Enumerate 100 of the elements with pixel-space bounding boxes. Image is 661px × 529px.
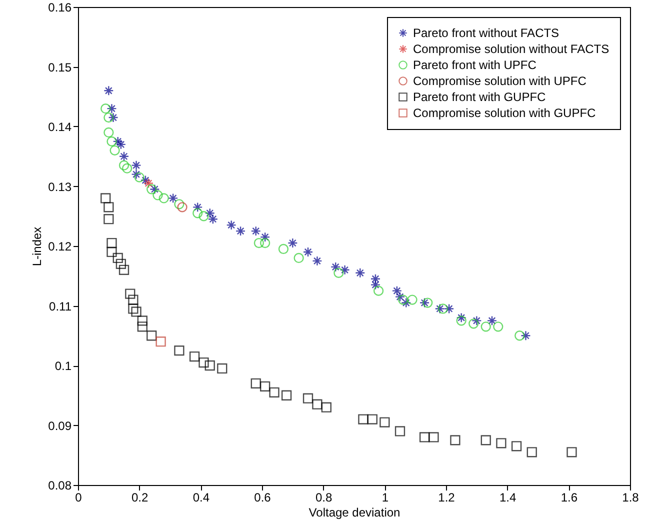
point: [131, 160, 142, 170]
point: [112, 252, 123, 264]
point: [131, 169, 142, 180]
point: [146, 184, 157, 194]
point: [118, 264, 130, 275]
point: [174, 199, 184, 210]
point: [480, 322, 491, 332]
point: [294, 252, 304, 264]
point: [112, 136, 123, 147]
point: [398, 294, 408, 305]
point: [367, 414, 378, 424]
x-tick-label: 1.2: [438, 490, 456, 504]
point: [110, 145, 120, 156]
point: [496, 438, 506, 448]
point: [106, 104, 117, 114]
point: [137, 322, 148, 332]
point: [177, 202, 188, 212]
point: [472, 316, 482, 326]
point: [373, 286, 384, 296]
point: [104, 127, 114, 138]
point: [428, 432, 439, 442]
point: [128, 304, 138, 314]
point: [260, 232, 270, 242]
point: [140, 175, 151, 186]
point: [204, 360, 215, 371]
x-tick-label: 1: [382, 490, 389, 504]
point: [146, 330, 157, 341]
y-tick-label: 0.11: [49, 299, 72, 314]
point: [355, 268, 366, 278]
point: [340, 264, 350, 275]
point: [192, 208, 203, 218]
point: [156, 336, 166, 347]
point: [108, 112, 118, 123]
point: [392, 286, 402, 296]
point: [116, 258, 126, 269]
point: [106, 136, 117, 146]
point: [208, 214, 218, 224]
point: [134, 172, 144, 182]
point: [281, 390, 292, 400]
point: [168, 193, 178, 204]
point: [100, 104, 111, 114]
point: [204, 208, 215, 218]
point: [106, 238, 117, 248]
point: [143, 178, 154, 188]
point: [334, 268, 344, 278]
point: [235, 226, 246, 236]
x-tick-label: 0.6: [254, 490, 272, 504]
x-axis-title: Voltage deviation: [308, 506, 400, 520]
point: [104, 202, 114, 212]
point: [520, 330, 531, 341]
point: [321, 402, 332, 412]
point: [480, 435, 491, 446]
y-tick-label: 0.09: [48, 418, 72, 433]
point: [419, 298, 430, 308]
point: [150, 184, 160, 194]
point: [419, 432, 430, 442]
point: [198, 211, 209, 222]
point: [104, 86, 114, 96]
point: [407, 294, 418, 305]
legend-label: Pareto front with UPFC: [413, 58, 537, 72]
point: [330, 262, 341, 272]
point: [125, 288, 136, 299]
point: [566, 447, 577, 458]
legend-label: Pareto front with GUPFC: [413, 90, 546, 104]
point: [118, 160, 130, 170]
y-tick-label: 0.1: [54, 359, 72, 373]
point: [312, 399, 322, 410]
point: [116, 139, 126, 150]
point: [493, 322, 504, 332]
point: [254, 238, 264, 248]
point: [131, 306, 142, 317]
point: [370, 274, 381, 284]
point: [122, 163, 132, 174]
point: [250, 226, 261, 236]
point: [104, 112, 114, 123]
y-tick-label: 0.15: [48, 60, 72, 74]
point: [106, 246, 117, 258]
point: [468, 318, 479, 329]
point: [370, 280, 381, 290]
point: [104, 214, 114, 224]
x-tick-label: 1.8: [622, 490, 640, 504]
point: [137, 316, 148, 326]
legend-label: Compromise solution without FACTS: [413, 42, 610, 56]
point: [158, 193, 169, 204]
point: [380, 417, 390, 428]
point: [394, 426, 406, 436]
legend-label: Compromise solution with UPFC: [413, 74, 587, 88]
x-tick-label: 0.4: [192, 490, 210, 504]
x-tick-label: 0.8: [315, 490, 332, 504]
point: [100, 193, 111, 204]
point: [401, 298, 412, 308]
x-tick-label: 1.6: [560, 490, 578, 504]
point: [250, 378, 261, 388]
point: [198, 357, 209, 368]
y-tick-label: 0.13: [48, 180, 72, 194]
point: [511, 441, 522, 452]
point: [526, 447, 537, 458]
point: [128, 294, 138, 305]
point: [118, 151, 130, 162]
point: [288, 238, 298, 248]
